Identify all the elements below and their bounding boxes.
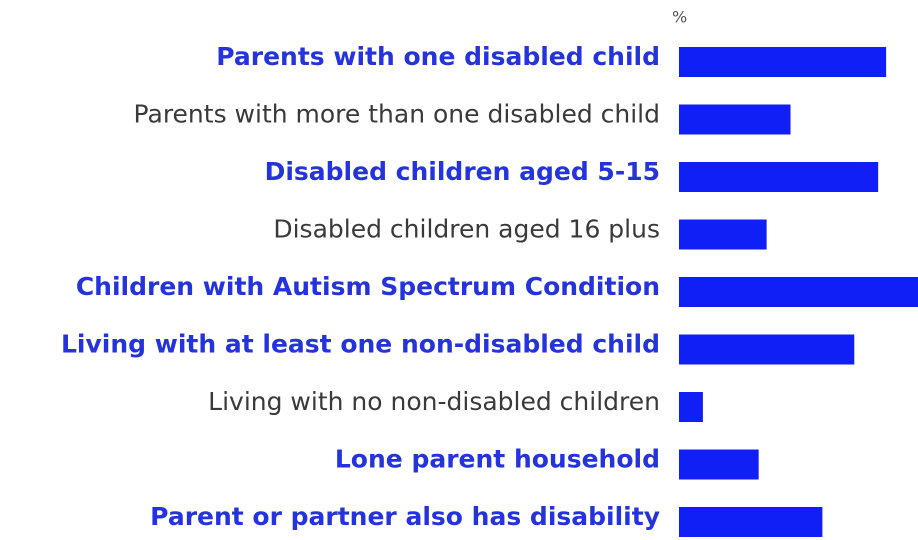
- bar: [679, 219, 767, 250]
- bar: [679, 104, 791, 135]
- category-label: Disabled children aged 5-15: [265, 157, 660, 186]
- bar: [679, 507, 823, 537]
- bar: [679, 449, 759, 480]
- category-label: Parent or partner also has disability: [150, 502, 660, 531]
- bar: [679, 334, 855, 365]
- bar: [679, 162, 879, 192]
- category-label: Children with Autism Spectrum Condition: [76, 272, 660, 301]
- category-label: Parents with one disabled child: [216, 42, 660, 71]
- category-label: Living with no non-disabled children: [208, 387, 660, 416]
- category-label: Living with at least one non-disabled ch…: [61, 330, 660, 359]
- bar: [679, 47, 887, 77]
- category-label: Lone parent household: [335, 445, 660, 474]
- bar: [679, 392, 703, 422]
- category-label: Disabled children aged 16 plus: [273, 215, 660, 244]
- category-label: Parents with more than one disabled chil…: [134, 100, 660, 129]
- unit-label: %: [672, 8, 687, 27]
- bar: [679, 277, 918, 307]
